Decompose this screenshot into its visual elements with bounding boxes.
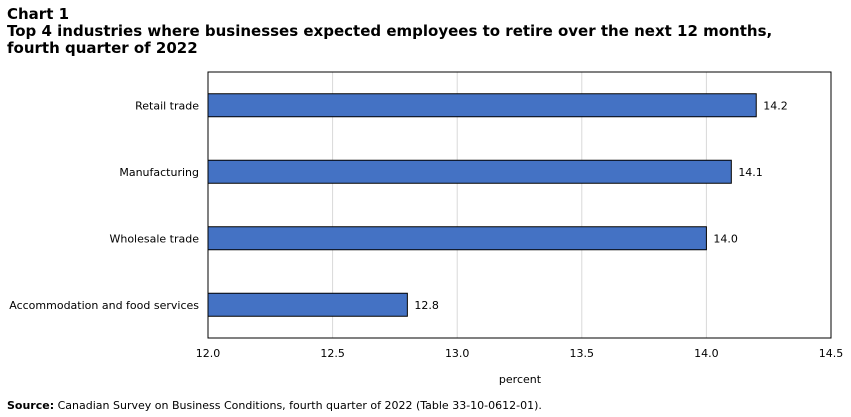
data-label: 14.0	[713, 232, 738, 245]
x-axis-label: percent	[499, 373, 542, 386]
category-label: Accommodation and food services	[9, 299, 199, 312]
chart-titles: Chart 1 Top 4 industries where businesse…	[7, 6, 772, 57]
chart-number-label: Chart 1	[7, 5, 70, 23]
data-label: 14.2	[763, 99, 788, 112]
data-label: 12.8	[414, 299, 439, 312]
x-tick-label: 12.0	[196, 347, 221, 360]
x-tick-label: 13.0	[445, 347, 470, 360]
chart-title-line-2: fourth quarter of 2022	[7, 39, 198, 57]
source-label: Source:	[7, 399, 55, 412]
x-tick-label: 13.5	[570, 347, 595, 360]
plot-frame	[207, 71, 832, 339]
category-label: Manufacturing	[119, 166, 199, 179]
bar	[207, 159, 732, 184]
bar	[207, 226, 707, 251]
bar	[207, 292, 408, 317]
source-text: Canadian Survey on Business Conditions, …	[54, 399, 542, 412]
chart-title-line-1: Top 4 industries where businesses expect…	[7, 22, 773, 40]
category-label: Wholesale trade	[109, 232, 199, 245]
data-label: 14.1	[738, 166, 763, 179]
source-note: Source: Canadian Survey on Business Cond…	[7, 399, 542, 412]
x-tick-label: 12.5	[320, 347, 345, 360]
category-label: Retail trade	[135, 99, 199, 112]
x-tick-label: 14.5	[819, 347, 844, 360]
bar	[207, 93, 757, 118]
x-tick-label: 14.0	[694, 347, 719, 360]
